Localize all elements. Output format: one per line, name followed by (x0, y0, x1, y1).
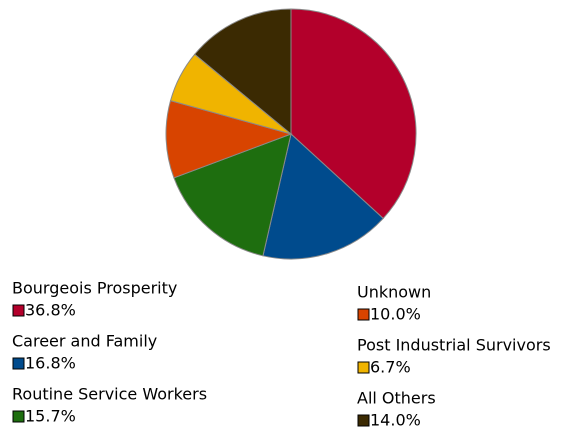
legend-swatch (12, 410, 25, 423)
pie-slice (193, 8, 292, 136)
pie-slice (173, 133, 292, 257)
pie-slice (165, 100, 293, 179)
legend-value: 10.0% (370, 305, 421, 324)
legend-label: Career and Family (12, 332, 157, 351)
legend-label: Routine Service Workers (12, 385, 207, 404)
legend-swatch (357, 361, 370, 374)
legend-value: 14.0% (370, 411, 421, 427)
legend-swatch (357, 308, 370, 321)
legend-label: Bourgeois Prosperity (12, 279, 177, 298)
legend-label: Unknown (357, 283, 431, 302)
legend-value: 16.8% (25, 354, 76, 373)
legend-label: Post Industrial Survivors (357, 336, 551, 355)
legend-value: 15.7% (25, 407, 76, 426)
legend-value: 6.7% (370, 358, 411, 377)
legend-swatch (12, 304, 25, 317)
pie-slice (262, 133, 384, 260)
legend-label: All Others (357, 389, 436, 408)
pie-slice (290, 8, 417, 220)
legend-swatch (12, 357, 25, 370)
legend-swatch (357, 414, 370, 427)
legend-value: 36.8% (25, 301, 76, 320)
